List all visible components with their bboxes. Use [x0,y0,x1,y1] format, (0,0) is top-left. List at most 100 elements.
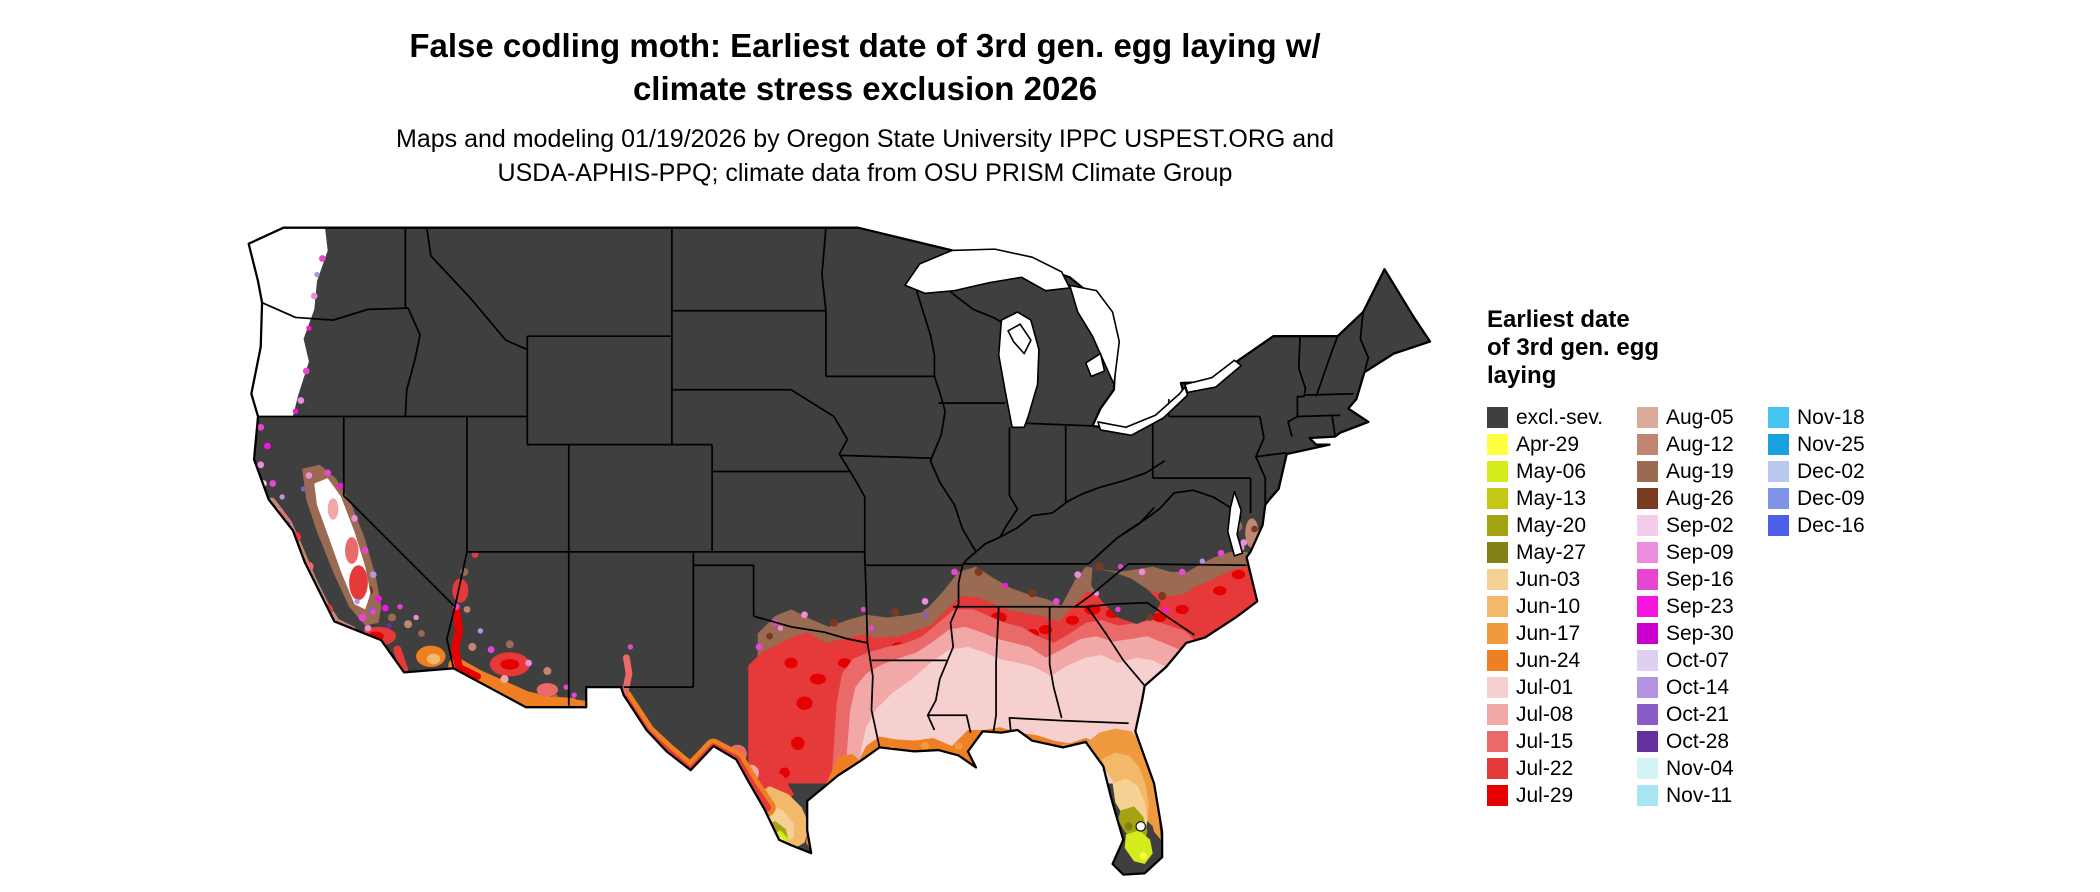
pnw-transition-specks [292,255,326,414]
legend-swatch [1637,515,1658,536]
region-ca-valley-red [349,565,368,601]
legend-row: May-20 [1487,512,1603,539]
legend-label: May-27 [1516,540,1587,564]
legend-label: Dec-16 [1797,513,1865,537]
ca-mojave-specks [387,604,425,637]
legend-row: Sep-23 [1637,593,1734,620]
legend-swatch [1487,650,1508,671]
legend-swatch [1637,596,1658,617]
legend-swatch [1768,515,1789,536]
legend-label: Dec-02 [1797,459,1865,483]
legend-label: Dec-09 [1797,486,1865,510]
legend-columns: excl.-sev. Apr-29 May-06 May-13 May-20 May-27… [1487,404,1917,824]
legend-row: Jul-01 [1487,674,1603,701]
legend-swatch [1487,677,1508,698]
legend-row: Sep-30 [1637,620,1734,647]
legend-column-2: Aug-05 Aug-12 Aug-19 Aug-26 Sep-02 Sep-09 Sep-… [1637,404,1734,809]
region-ca-valley-pink [327,498,339,520]
legend-label: May-20 [1516,513,1587,537]
legend-swatch [1637,542,1658,563]
region-az-yuma-red [455,663,482,680]
legend-row: Aug-05 [1637,404,1734,431]
legend-swatch [1487,569,1508,590]
legend-swatch [1487,434,1508,455]
state-borders [258,227,1370,748]
legend-swatch [1487,758,1508,779]
subtitle-line-1: Maps and modeling 01/19/2026 by Oregon S… [396,125,1334,153]
legend-row: Jul-08 [1487,701,1603,728]
region-az-colorado-river [450,605,464,672]
region-nm-riogrande [621,654,633,696]
region-ozark-excluded [867,567,934,617]
legend-swatch [1487,461,1508,482]
legend-label: Oct-07 [1666,648,1730,672]
legend-label: Jul-08 [1516,702,1574,726]
legend: Earliest date of 3rd gen. egg laying exc… [1487,306,1917,824]
green-bay [1007,323,1032,355]
legend-row: Nov-11 [1637,782,1734,809]
legend-row: Aug-19 [1637,458,1734,485]
legend-row: Jul-15 [1487,728,1603,755]
legend-row: Dec-02 [1768,458,1865,485]
legend-label: Nov-11 [1666,783,1733,807]
legend-swatch [1637,407,1658,428]
legend-label: Jun-24 [1516,648,1581,672]
lake-okeechobee [1135,821,1146,832]
legend-row: Dec-09 [1768,485,1865,512]
legend-row: excl.-sev. [1487,404,1603,431]
legend-label: excl.-sev. [1516,405,1604,429]
chesapeake-bay [1226,490,1244,557]
region-ca-sandiego [393,645,409,674]
legend-label: Sep-30 [1666,621,1734,645]
legend-row: Jul-22 [1487,755,1603,782]
fl-keys-specks [1099,852,1148,875]
legend-label: May-13 [1516,486,1587,510]
legend-label: Oct-21 [1666,702,1730,726]
legend-row: May-13 [1487,485,1603,512]
legend-label: Aug-12 [1666,432,1734,456]
legend-title-line-1: Earliest date [1487,306,1630,333]
page-title: False codling moth: Earliest date of 3rd… [0,24,1730,110]
legend-label: Jun-03 [1516,567,1581,591]
legend-title-line-2: of 3rd gen. egg [1487,334,1660,361]
legend-row: Apr-29 [1487,431,1603,458]
legend-title-line-3: laying [1487,362,1557,389]
legend-swatch [1487,515,1508,536]
legend-row: Nov-18 [1768,404,1865,431]
legend-label: Sep-23 [1666,594,1734,618]
us-map-svg [247,226,1432,876]
legend-row: Jun-17 [1487,620,1603,647]
subtitle-line-2: USDA-APHIS-PPQ; climate data from OSU PR… [497,159,1233,187]
legend-swatch [1637,785,1658,806]
legend-row: Nov-04 [1637,755,1734,782]
legend-swatch [1487,407,1508,428]
legend-swatch [1487,785,1508,806]
legend-swatch [1487,542,1508,563]
legend-swatch [1487,596,1508,617]
region-az-tucson [536,683,559,697]
legend-label: Aug-05 [1666,405,1734,429]
legend-swatch [1637,623,1658,644]
legend-label: Aug-19 [1666,459,1734,483]
legend-label: Jul-22 [1516,756,1574,780]
az-transition-specks [468,628,569,690]
legend-label: Nov-25 [1797,432,1865,456]
legend-label: Aug-26 [1666,486,1734,510]
legend-swatch [1768,434,1789,455]
us-coast-outline [247,226,1432,876]
ca-sierra-magenta-rim [300,469,382,615]
region-appalachian-excluded [1091,567,1161,625]
region-az-phoenix-core [500,658,520,670]
legend-swatch [1487,623,1508,644]
legend-swatch [1637,731,1658,752]
legend-swatch [1637,461,1658,482]
legend-label: Jul-29 [1516,783,1574,807]
lake-huron [1068,284,1121,386]
legend-title: Earliest date of 3rd gen. egg laying [1487,306,1917,390]
legend-label: Sep-02 [1666,513,1734,537]
legend-label: Nov-18 [1797,405,1865,429]
lake-erie [1097,386,1189,437]
region-fl-may27-speck [1124,822,1133,831]
region-ca-imperial-core [426,653,441,665]
legend-swatch [1768,407,1789,428]
